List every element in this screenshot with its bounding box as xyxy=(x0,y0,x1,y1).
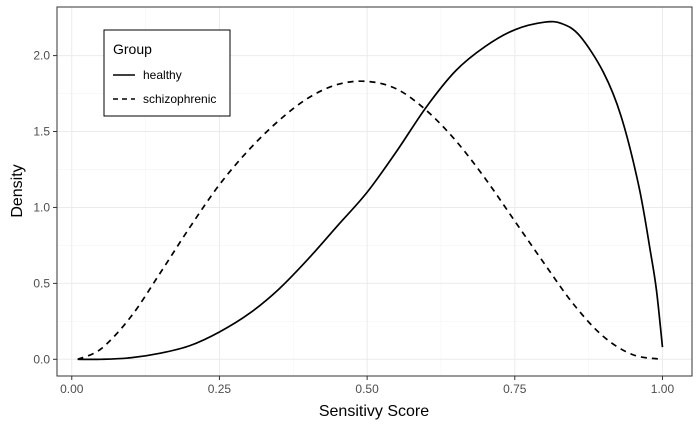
panel-border xyxy=(56,6,693,377)
x-axis-ticks: 0.00 0.25 0.50 0.75 1.00 xyxy=(60,376,674,396)
legend: Group healthy schizophrenic xyxy=(103,29,231,117)
x-tick-label: 0.25 xyxy=(208,382,232,396)
legend-title: Group xyxy=(113,41,152,57)
y-tick-label: 0.0 xyxy=(33,352,50,366)
y-axis-title: Density xyxy=(9,164,26,217)
x-tick-label: 0.50 xyxy=(355,382,379,396)
legend-box xyxy=(103,29,231,117)
major-gridlines xyxy=(57,7,692,376)
y-tick-label: 1.5 xyxy=(33,125,50,139)
y-tick-label: 2.0 xyxy=(33,49,50,63)
x-tick-label: 0.75 xyxy=(503,382,527,396)
x-tick-label: 1.00 xyxy=(651,382,675,396)
legend-label-schizophrenic: schizophrenic xyxy=(143,92,216,106)
series-layer xyxy=(77,20,664,361)
y-tick-label: 1.0 xyxy=(33,200,50,214)
x-axis-title: Sensitivy Score xyxy=(319,403,429,420)
series-line-healthy xyxy=(77,20,664,361)
series-line-schizophrenic xyxy=(77,80,663,361)
y-axis-ticks: 0.0 0.5 1.0 1.5 2.0 xyxy=(33,49,57,366)
legend-label-healthy: healthy xyxy=(143,68,182,82)
y-tick-label: 0.5 xyxy=(33,276,50,290)
minor-gridlines xyxy=(57,7,692,376)
x-tick-label: 0.00 xyxy=(60,382,84,396)
